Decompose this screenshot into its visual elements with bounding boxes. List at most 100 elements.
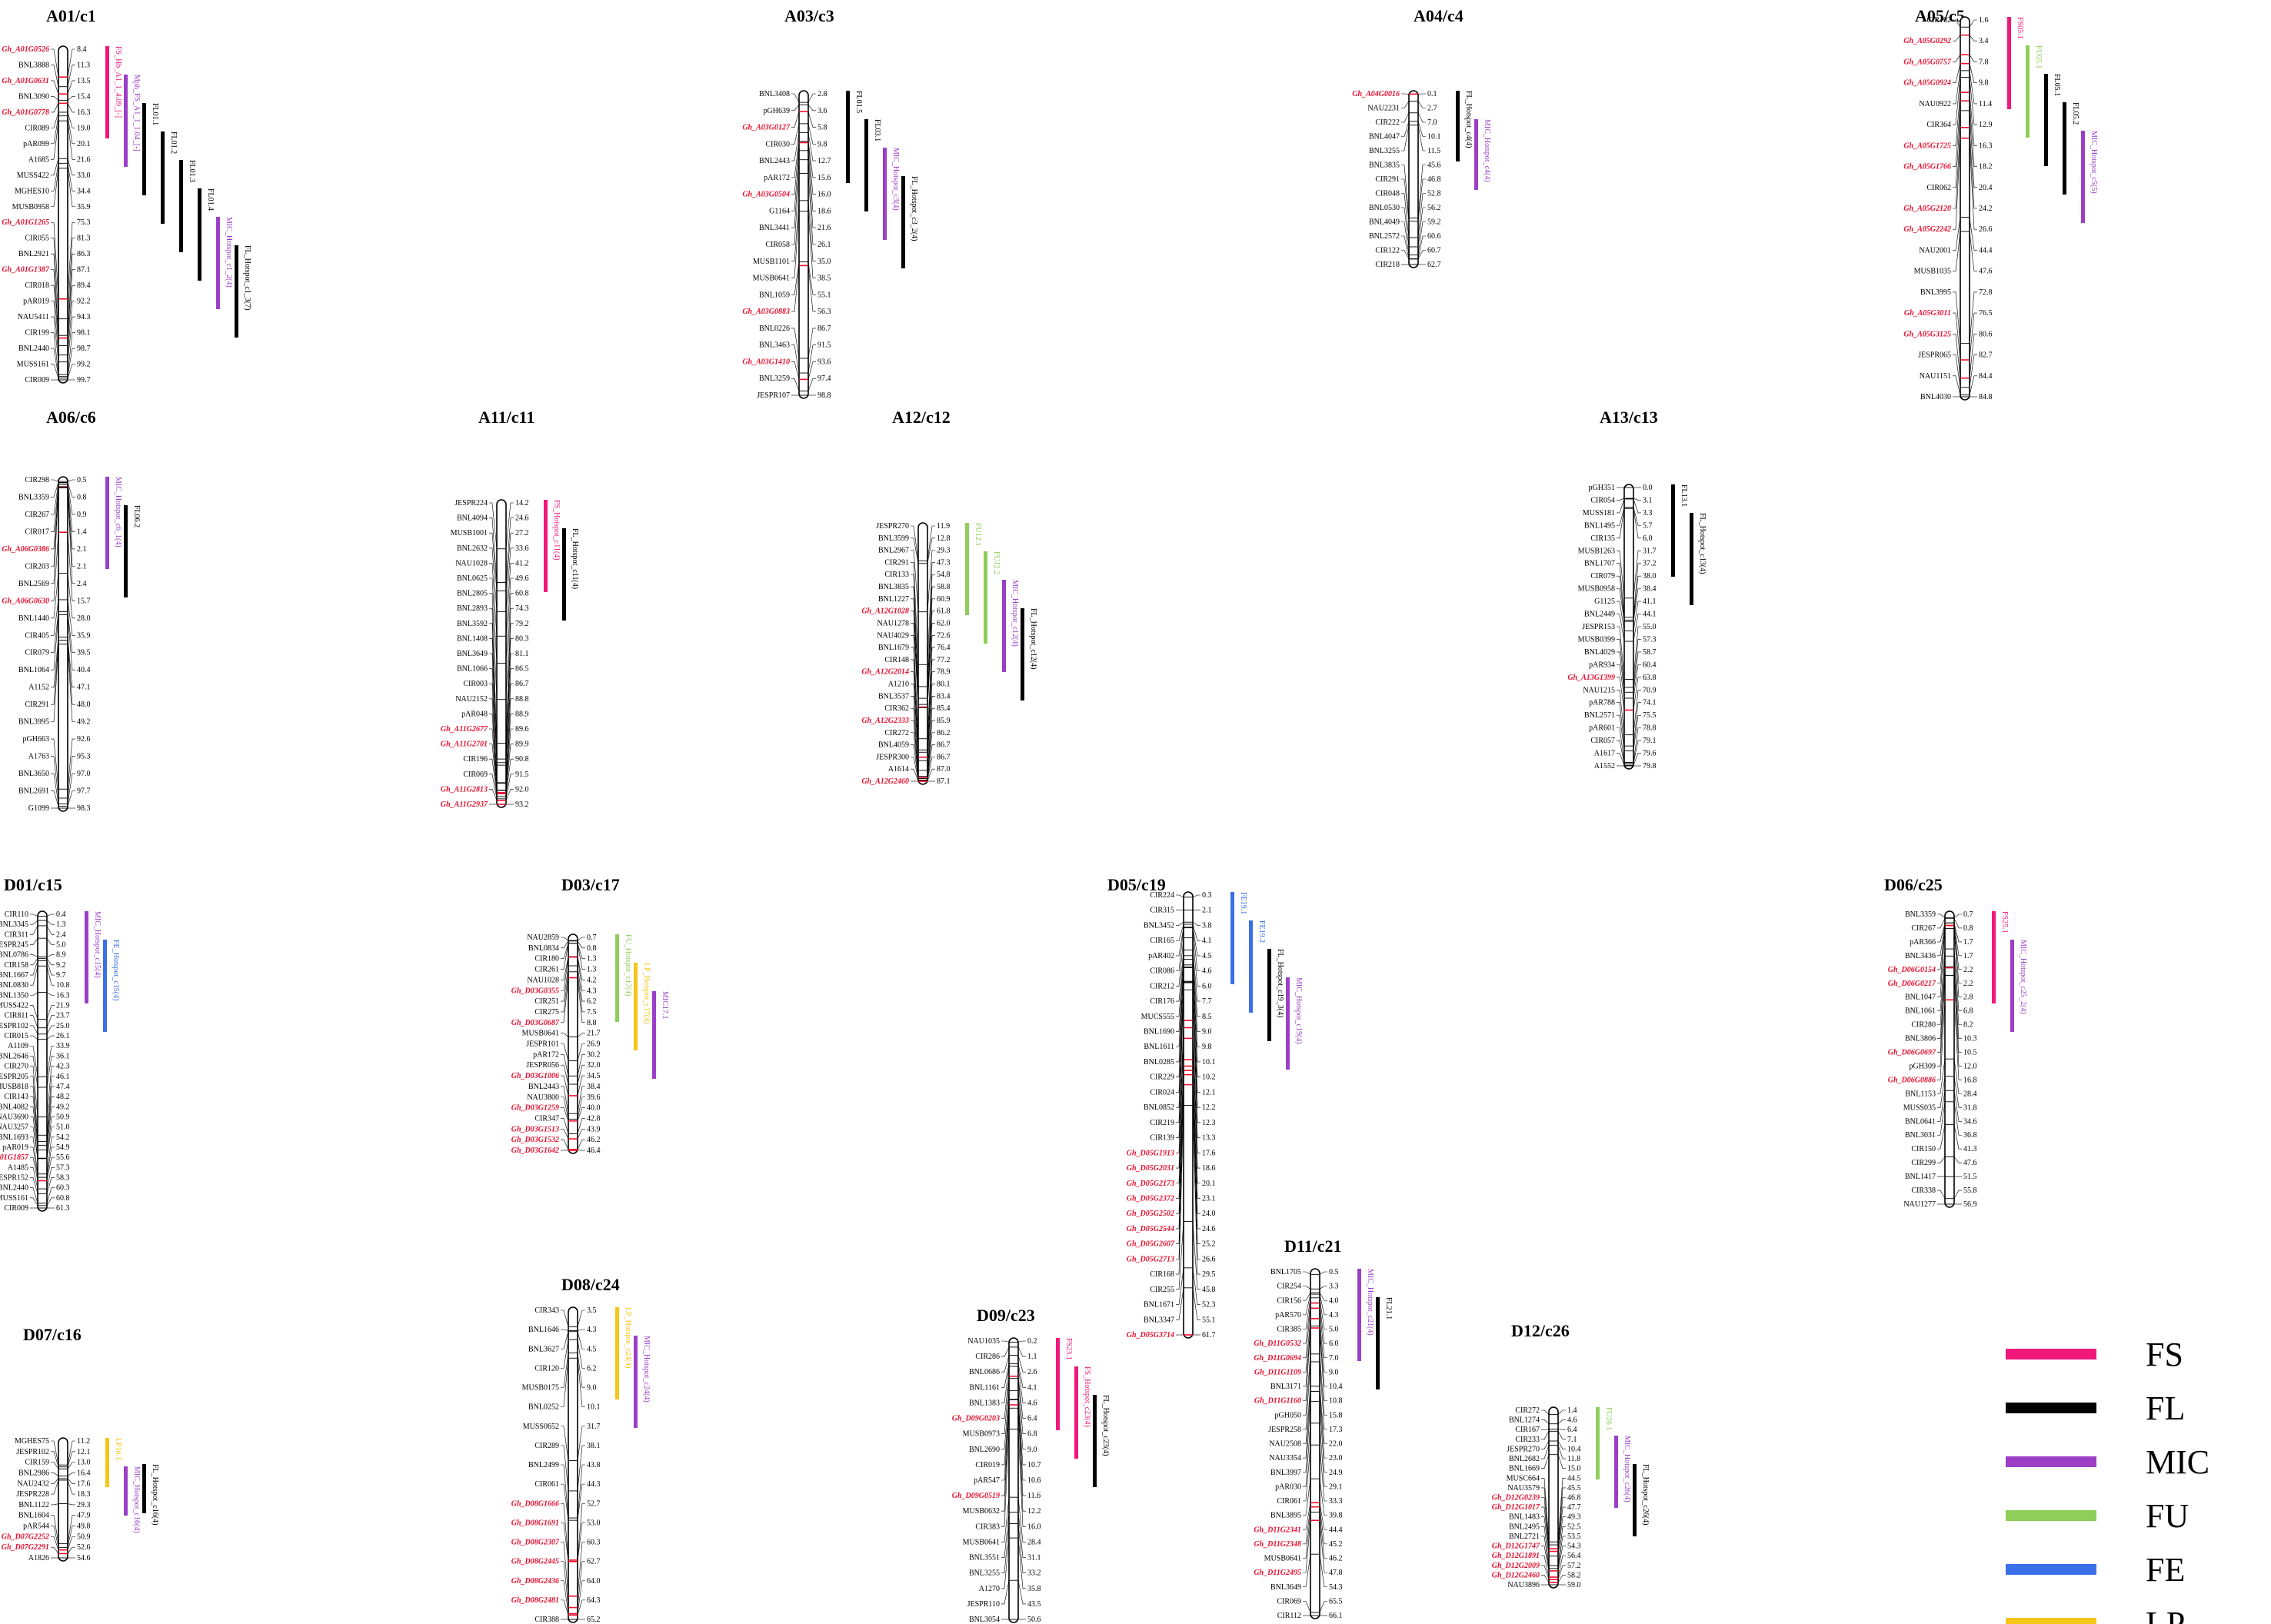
position-connector [1417,125,1426,151]
chromosome-title: D08/c24 [561,1275,620,1294]
marker-connector [1953,77,1961,125]
marker-label: CIR069 [463,770,488,779]
marker-connector [51,640,59,705]
candidate-gene-label: Gh_D05G2173 [1127,1180,1174,1188]
marker-connector [1937,923,1946,943]
marker-position: 65.5 [1329,1597,1343,1606]
position-connector [927,525,935,561]
qtl-bar [1633,1464,1637,1536]
marker-connector [489,577,498,664]
marker-position: 47.8 [1329,1569,1343,1577]
qtl-bar [105,46,109,138]
qtl-label: MIC_Hotspot_c4(4) [1483,119,1491,182]
marker-connector [1617,588,1625,622]
marker-connector [561,1331,569,1349]
position-connector [577,1033,585,1037]
marker-label: A1109 [8,1042,28,1050]
marker-connector [1303,1554,1311,1588]
marker-connector [489,517,498,583]
marker-connector [489,683,498,784]
candidate-gene-label: Gh_D12G1747 [1492,1542,1540,1551]
marker-connector [51,65,59,87]
qtl-bar [1992,911,1996,1003]
marker-label: BNL2691 [18,787,49,796]
marker-label: CIR383 [975,1522,1000,1531]
position-connector [46,925,55,935]
marker-label: pGH639 [764,107,790,115]
marker-position: 47.4 [56,1083,70,1091]
position-connector [1557,1546,1566,1571]
marker-connector [51,1503,59,1506]
position-connector [46,1177,55,1194]
marker-position: 48.2 [56,1093,70,1101]
marker-label: BNL0530 [1369,204,1400,212]
marker-label: CIR286 [975,1353,1000,1361]
marker-position: 40.4 [77,666,91,674]
position-connector [1557,1497,1566,1549]
marker-label: A1485 [8,1163,28,1172]
position-connector [1319,1554,1327,1588]
marker-connector [1541,1506,1550,1552]
marker-connector [51,1440,59,1466]
marker-position: 77.2 [937,656,951,664]
marker-position: 50.9 [77,1532,91,1541]
marker-label: MGHES75 [15,1437,49,1446]
qtl-label: MIC_Hotspot_c26(4) [1623,1436,1631,1503]
chromosome-bar [58,45,68,384]
position-connector [1953,925,1962,970]
qtl-bar [984,551,987,644]
position-connector [1633,740,1641,764]
marker-position: 63.8 [1643,674,1657,682]
marker-position: 23.1 [1202,1194,1216,1203]
qtl-bar [1286,977,1290,1070]
marker-connector [561,1107,569,1121]
marker-connector [30,1177,38,1194]
marker-position: 47.6 [1963,1159,1977,1167]
position-connector [67,1503,75,1506]
marker-connector [1001,1340,1010,1343]
marker-connector [1617,575,1625,621]
marker-position: 47.1 [77,684,91,692]
marker-label: CIR150 [1911,1145,1936,1153]
marker-connector [911,671,919,757]
marker-connector [1617,508,1625,539]
marker-position: 24.0 [1202,1210,1216,1218]
position-connector [67,80,75,95]
marker-label: pAR601 [1589,724,1615,733]
marker-position: 72.8 [1979,288,1993,297]
position-connector [505,744,514,794]
marker-connector [561,1561,569,1608]
marker-connector [1001,1429,1010,1527]
marker-label: NAU1278 [877,619,909,627]
marker-connector [561,1064,569,1085]
marker-label: MUSB1001 [451,529,488,537]
marker-position: 2.6 [1027,1368,1037,1376]
qtl-bar [1690,513,1693,605]
marker-position: 46.2 [1329,1555,1343,1563]
position-connector [577,1064,585,1085]
marker-label: A1552 [1594,762,1615,770]
marker-position: 36.8 [1963,1131,1977,1140]
marker-position: 87.1 [937,777,951,786]
marker-position: 4.5 [1202,952,1212,960]
marker-label: NAU1028 [455,559,488,567]
candidate-gene-label: Gh_A03G0127 [742,124,791,132]
marker-connector [561,1542,569,1596]
marker-position: 2.1 [77,545,87,554]
candidate-gene-label: Gh_A05G1766 [1903,163,1951,171]
position-connector [67,1440,75,1466]
position-connector [577,1097,585,1120]
marker-label: BNL0686 [969,1368,1000,1376]
position-connector [1969,231,1977,271]
marker-label: MUSB0641 [1264,1555,1301,1563]
marker-position: 80.1 [937,681,951,689]
chromosome-bar [1008,1337,1019,1623]
position-connector [67,637,75,687]
position-connector [1633,664,1641,699]
marker-position: 45.5 [1567,1484,1581,1493]
marker-position: 89.4 [77,281,91,290]
marker-position: 93.6 [817,358,831,366]
marker-connector [30,1197,38,1206]
marker-position: 58.2 [1567,1571,1581,1579]
